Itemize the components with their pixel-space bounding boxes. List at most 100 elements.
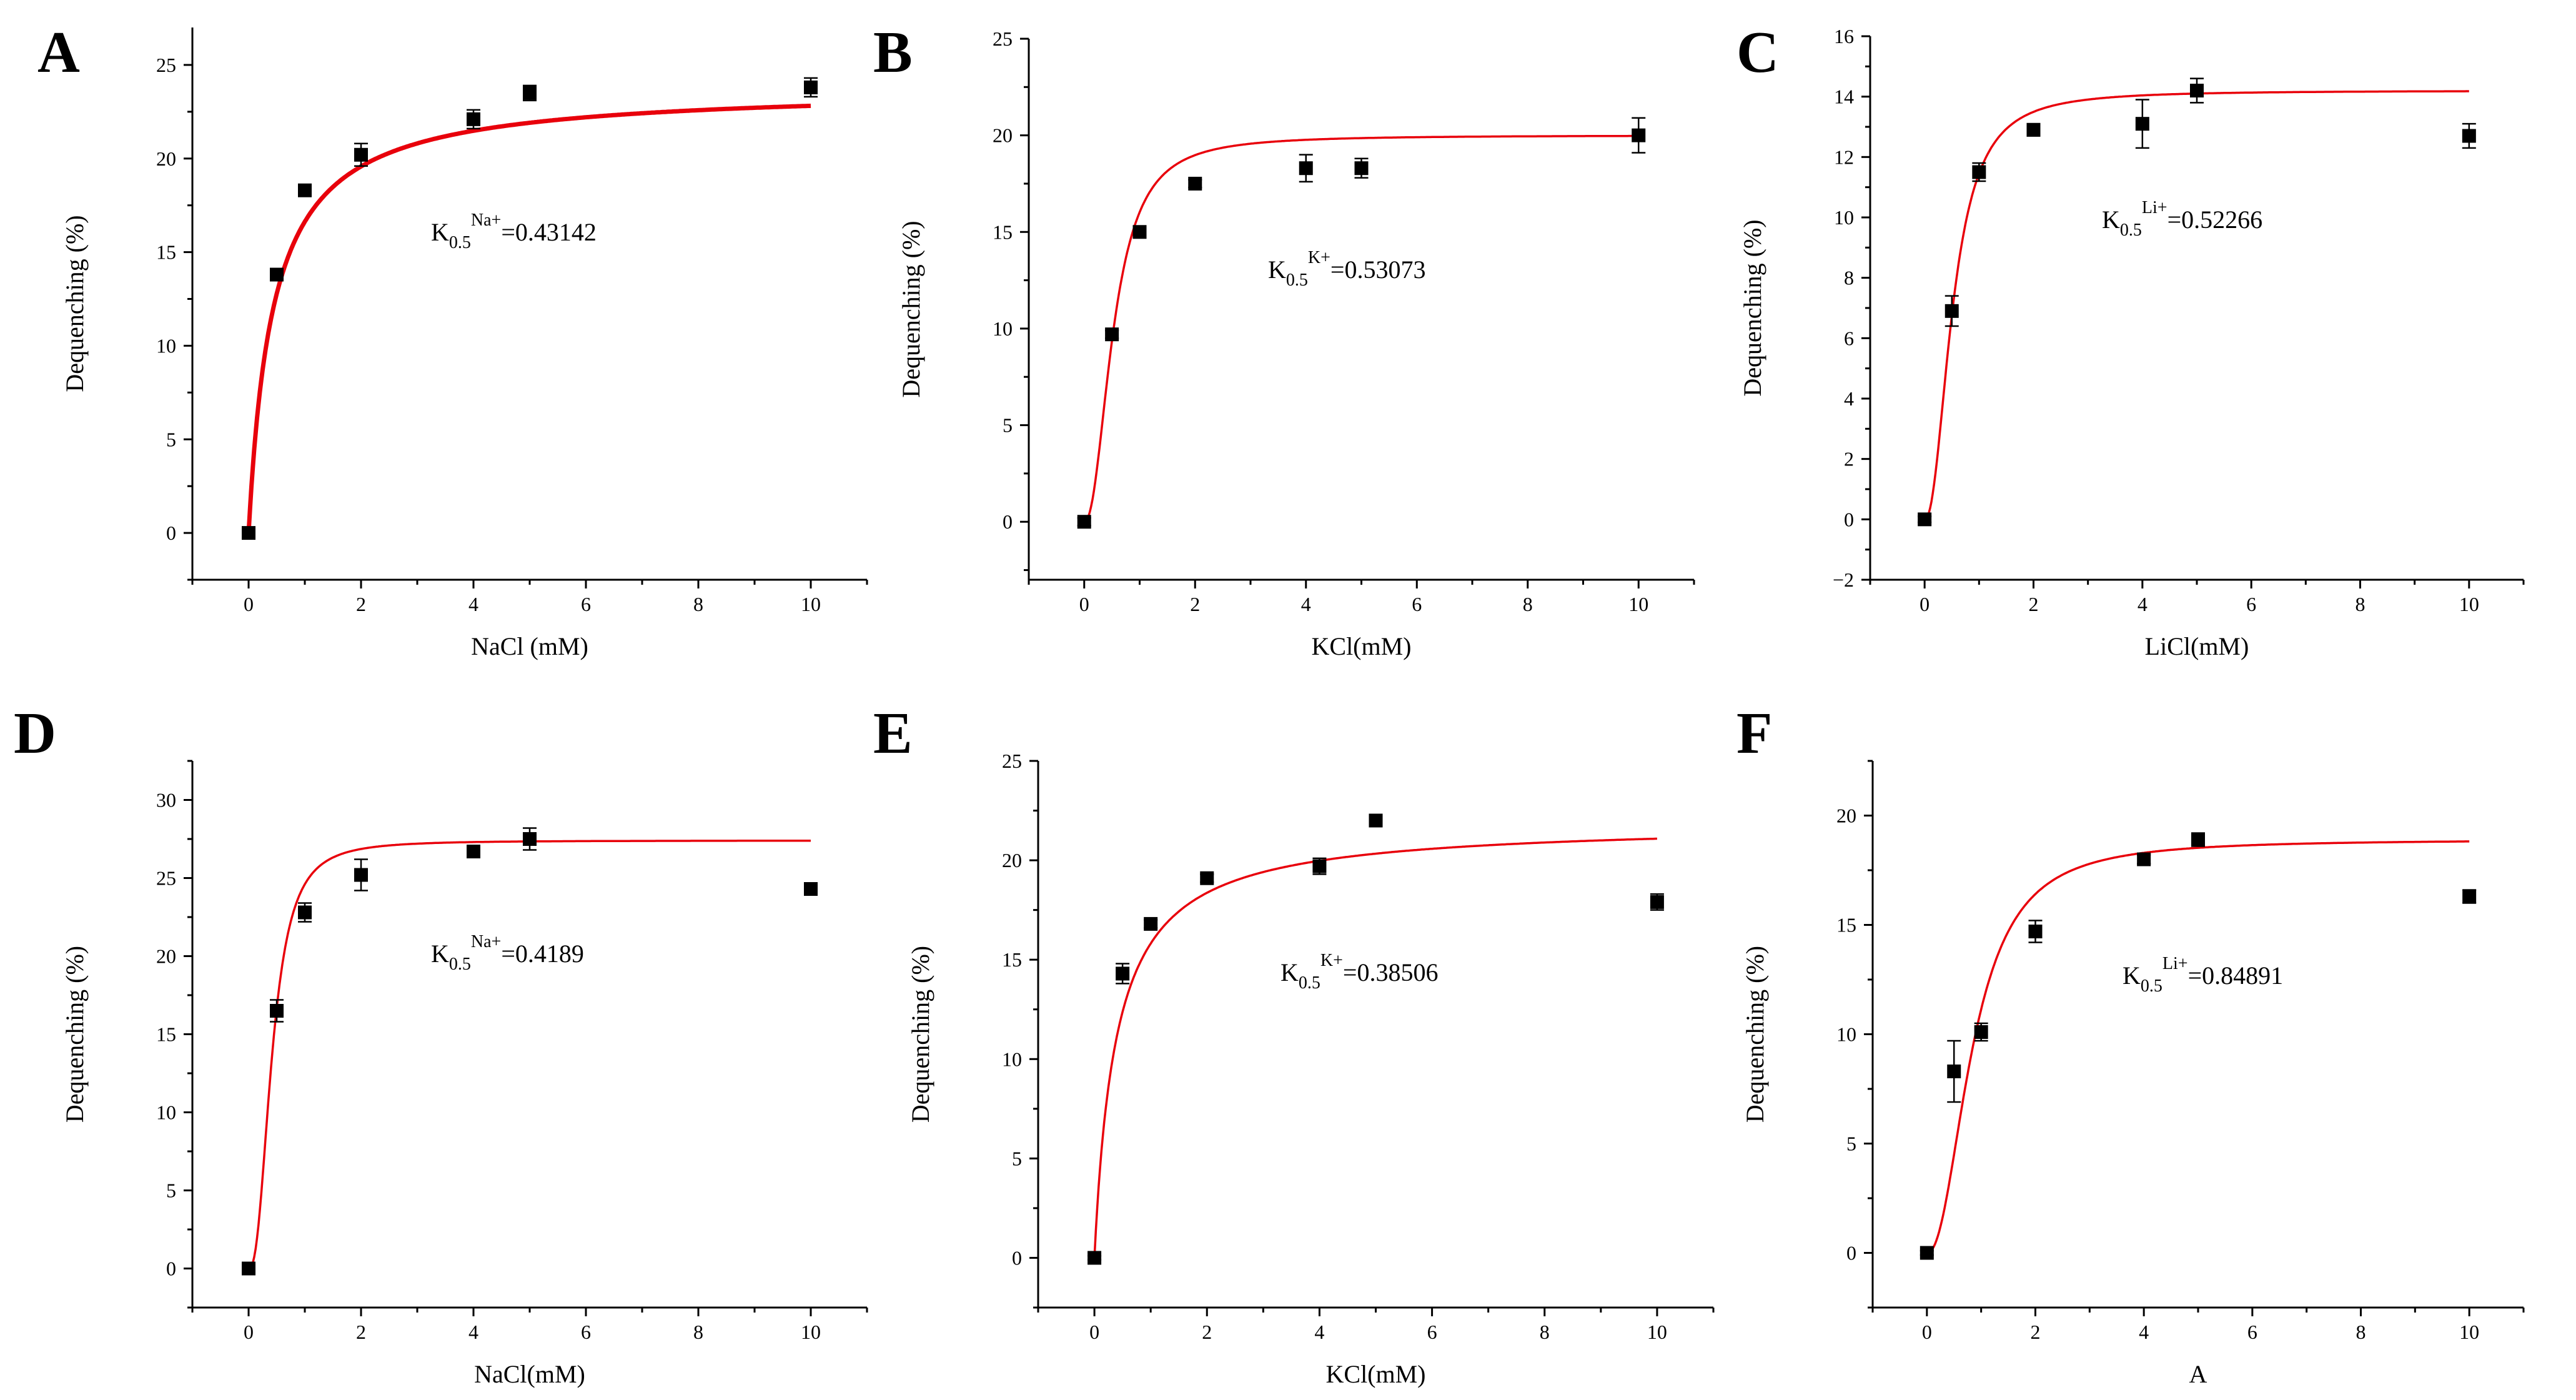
y-tick-label: 15 <box>1836 914 1856 936</box>
y-axis-title: Dequenching (%) <box>1738 219 1766 396</box>
x-tick-label: 10 <box>1628 593 1648 615</box>
fit-curve <box>1093 837 1657 1258</box>
data-point <box>270 267 284 282</box>
y-tick-label: 10 <box>993 317 1013 340</box>
y-axis-title: Dequenching (%) <box>61 946 89 1123</box>
x-tick-label: 2 <box>356 593 366 615</box>
data-point <box>1369 813 1383 828</box>
x-tick-label: 4 <box>2139 1321 2149 1343</box>
y-tick-label: 20 <box>156 147 176 170</box>
y-tick-label: 10 <box>1836 1023 1856 1046</box>
data-point <box>1632 128 1646 142</box>
panel-letter: A <box>37 20 80 85</box>
y-tick-label: 25 <box>156 54 176 76</box>
x-axis-title: NaCl(mM) <box>474 1360 585 1388</box>
x-axis-title: KCl(mM) <box>1326 1360 1426 1388</box>
k-annotation: K0.5Li+=0.52266 <box>2102 198 2262 240</box>
x-axis-title: A <box>2189 1360 2207 1388</box>
fit-curve <box>246 103 811 534</box>
y-tick-label: 10 <box>1002 1048 1022 1070</box>
data-point <box>1087 1251 1102 1265</box>
data-point <box>298 905 312 920</box>
data-point <box>1132 225 1147 239</box>
k-annotation: K0.5Na+=0.43142 <box>431 211 597 252</box>
y-axis-title: Dequenching (%) <box>1741 946 1769 1123</box>
data-point <box>2026 122 2041 137</box>
x-tick-label: 6 <box>1412 593 1422 615</box>
k-subscript: 0.5 <box>1299 973 1320 993</box>
y-tick-label: 14 <box>1834 86 1854 108</box>
x-tick-label: 8 <box>2356 1321 2366 1343</box>
k-value: =0.38506 <box>1343 958 1439 986</box>
data-point <box>804 80 818 94</box>
x-tick-label: 4 <box>2138 593 2147 615</box>
x-axis-title: KCl(mM) <box>1312 632 1412 660</box>
y-tick-label: 5 <box>1846 1133 1856 1155</box>
data-point <box>1188 176 1202 191</box>
data-point <box>1077 515 1091 529</box>
y-tick-label: 25 <box>993 27 1013 50</box>
panel-C: C 0 2 4 6 8 10 −2 0 2 4 6 8 10 12 14 16 LiCl(mM) Dequenchi… <box>1736 20 2525 660</box>
y-tick-label: 0 <box>1003 510 1013 533</box>
k-value: =0.43142 <box>501 218 597 246</box>
data-point <box>2191 833 2205 846</box>
x-tick-label: 8 <box>693 593 703 615</box>
k-subscript: 0.5 <box>1286 271 1308 290</box>
data-point <box>1354 161 1369 176</box>
fit-curve <box>1926 840 2470 1254</box>
x-tick-label: 6 <box>581 1321 591 1343</box>
x-tick-label: 6 <box>2247 1321 2257 1343</box>
data-point <box>270 1004 284 1018</box>
x-tick-label: 4 <box>468 1321 478 1343</box>
data-point <box>242 526 255 540</box>
panel-E: E 0 2 4 6 8 10 0 5 10 15 20 25 KCl(mM) Dequenching (%)… <box>873 701 1715 1388</box>
y-tick-label: 8 <box>1844 267 1854 289</box>
y-tick-label: 0 <box>166 522 176 544</box>
y-tick-label: 0 <box>1846 1242 1856 1264</box>
k-superscript: Na+ <box>471 932 501 951</box>
data-point <box>1312 859 1327 873</box>
y-tick-label: 25 <box>1002 750 1022 772</box>
data-point <box>2135 117 2149 131</box>
k-subscript: 0.5 <box>449 955 471 974</box>
x-tick-label: 8 <box>693 1321 703 1343</box>
x-tick-label: 10 <box>801 1321 821 1343</box>
y-tick-label: 15 <box>156 241 176 264</box>
y-tick-label: 0 <box>1844 508 1854 530</box>
data-point <box>1144 916 1158 931</box>
y-tick-label: 20 <box>1836 805 1856 827</box>
x-tick-label: 4 <box>1301 593 1311 615</box>
y-tick-label: 6 <box>1844 327 1854 349</box>
k-value: =0.52266 <box>2167 206 2263 234</box>
x-tick-label: 2 <box>2029 593 2039 615</box>
data-point <box>1299 161 1313 176</box>
panel-letter: F <box>1736 701 1772 766</box>
data-point <box>1650 895 1664 909</box>
k-base: K <box>1281 958 1299 986</box>
data-point <box>467 845 480 858</box>
data-point <box>2028 925 2043 938</box>
data-point <box>298 183 312 197</box>
data-point <box>242 1261 255 1276</box>
data-point <box>1105 327 1119 342</box>
x-tick-label: 8 <box>1523 593 1533 615</box>
x-tick-label: 0 <box>1920 593 1930 615</box>
y-tick-label: 0 <box>1012 1246 1022 1269</box>
y-tick-label: 20 <box>1002 849 1022 871</box>
y-tick-label: 10 <box>156 1101 176 1124</box>
y-tick-label: 12 <box>1834 146 1854 168</box>
data-point <box>2462 890 2477 903</box>
k-base: K <box>2123 961 2141 990</box>
y-tick-label: 2 <box>1844 448 1854 470</box>
panel-D: D 0 2 4 6 8 10 0 5 10 15 20 25 30 NaCl(mM) Dequenching … <box>14 701 868 1388</box>
data-point <box>1920 1246 1934 1260</box>
k-subscript: 0.5 <box>2141 976 2162 996</box>
y-tick-label: 5 <box>166 1179 176 1202</box>
y-tick-label: −2 <box>1833 568 1854 591</box>
x-tick-label: 10 <box>2459 593 2479 615</box>
panel-A: A 0 2 4 6 8 10 0 5 10 15 20 25 NaCl (mM) Dequenching (… <box>37 20 868 660</box>
panel-F: F 0 2 4 6 8 10 0 5 10 15 20 A Dequenching (%) K0.5Li+=… <box>1736 701 2525 1388</box>
panel-letter: C <box>1736 20 1779 85</box>
data-point <box>1947 1065 1961 1078</box>
